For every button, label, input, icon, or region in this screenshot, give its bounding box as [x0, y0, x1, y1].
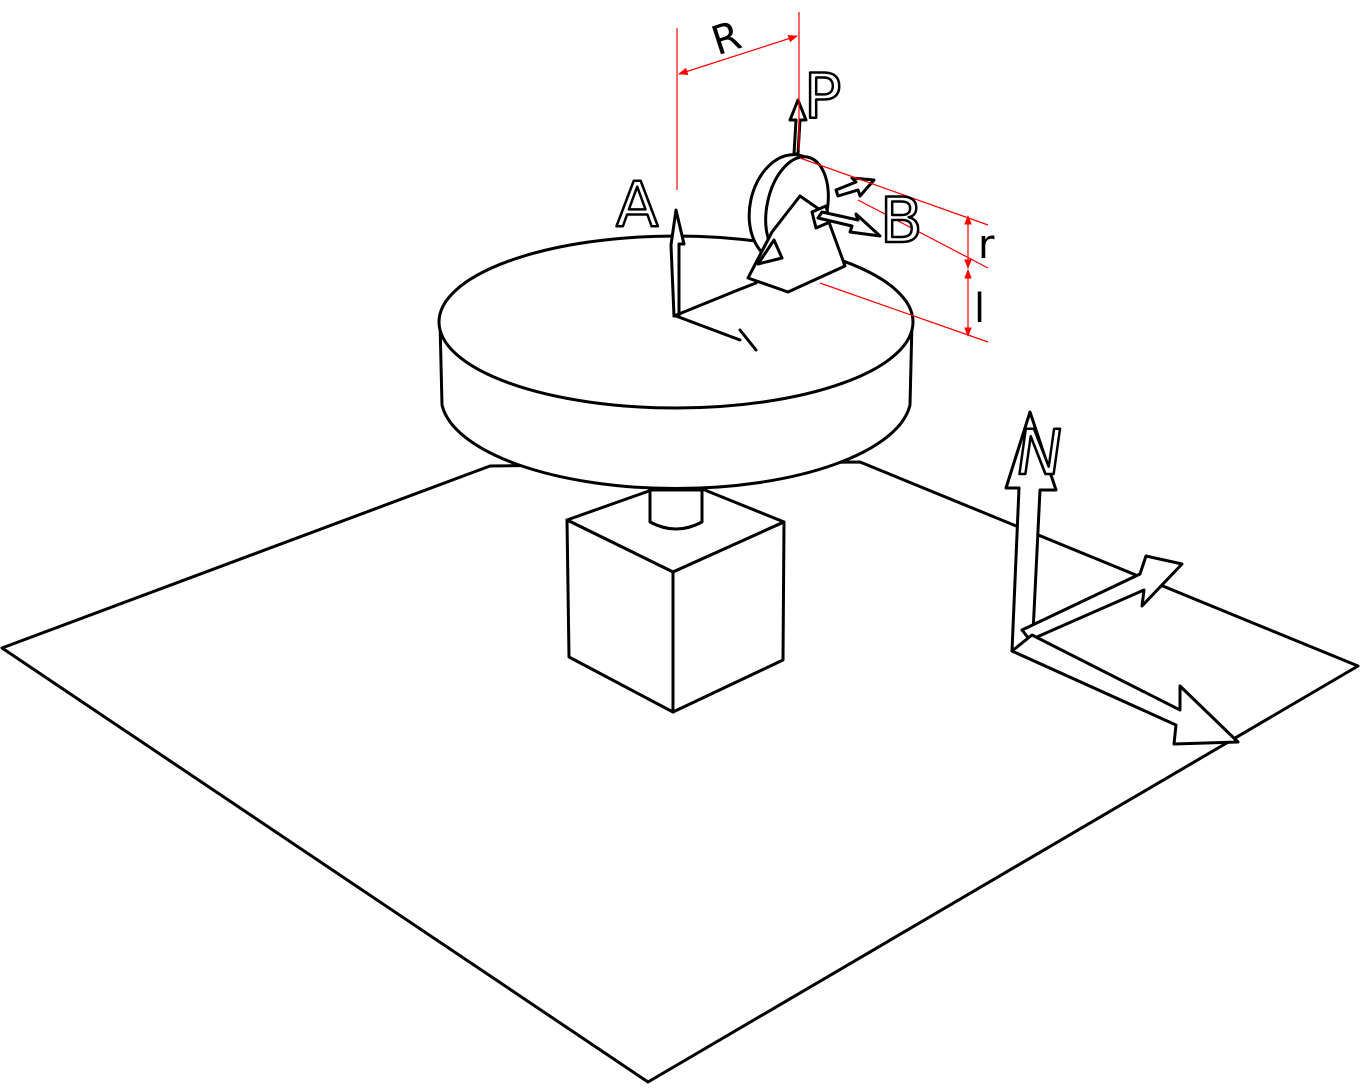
label-frame-N: N [1011, 416, 1068, 489]
label-frame-B: B [880, 184, 923, 257]
frame-n-axes [1004, 410, 1240, 746]
label-frame-A: A [616, 168, 658, 241]
frame-a-axes [669, 208, 758, 352]
label-offset-l: l [974, 286, 985, 332]
shaft [648, 488, 704, 531]
label-point-P: P [804, 60, 841, 133]
dimension-lines [676, 12, 989, 343]
label-radius-R: R [706, 13, 747, 65]
frame-b-axes [788, 98, 882, 238]
label-wheel-radius-r: r [978, 222, 995, 268]
